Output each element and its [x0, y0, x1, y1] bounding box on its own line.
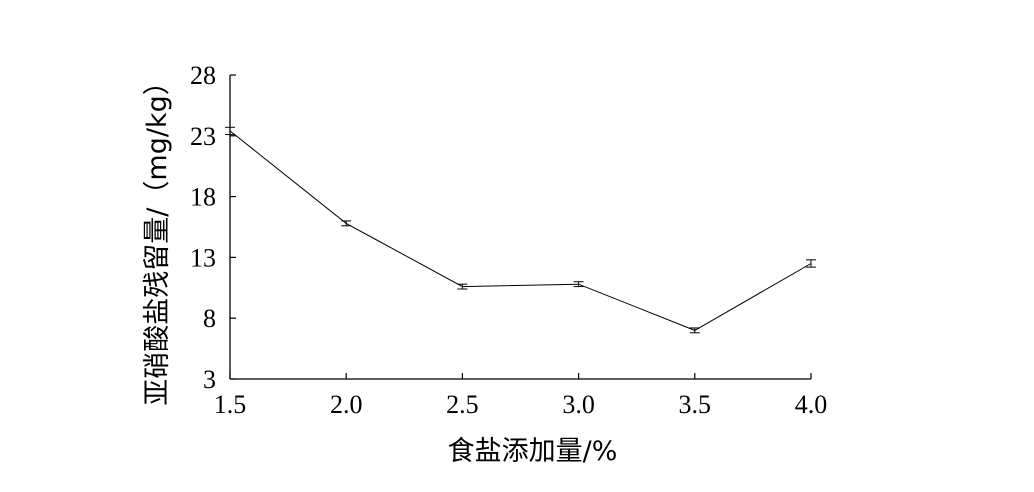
y-tick-label: 28: [190, 61, 216, 90]
x-axis-title: 食盐添加量/%: [448, 436, 618, 467]
x-tick-label: 1.5: [214, 390, 247, 419]
data-points: [225, 126, 816, 334]
series-polyline: [229, 130, 812, 331]
y-axis-ticks: 3 8 13 18 23 28: [190, 61, 236, 394]
series-line: [229, 130, 812, 331]
x-tick-label: 2.0: [330, 390, 363, 419]
data-point: [689, 327, 700, 334]
data-point: [806, 259, 816, 268]
y-tick-label: 13: [190, 243, 216, 272]
x-tick-label: 4.0: [795, 390, 828, 419]
axes: [229, 75, 811, 380]
y-tick-label: 8: [203, 304, 216, 333]
data-point: [341, 220, 352, 227]
x-tick-label: 3.0: [562, 390, 595, 419]
y-tick-label: 18: [190, 183, 216, 212]
data-point: [573, 281, 584, 288]
x-tick-label: 2.5: [446, 390, 479, 419]
data-point: [225, 126, 235, 136]
data-point: [457, 283, 468, 290]
x-axis-ticks: 1.5 2.0 2.5 3.0 3.5 4.0: [214, 373, 828, 419]
y-axis-title: 亚硝酸盐残留量/（mg/kg）: [142, 68, 173, 405]
x-tick-label: 3.5: [679, 390, 712, 419]
y-tick-label: 23: [190, 122, 216, 151]
y-tick-label: 3: [203, 365, 216, 394]
